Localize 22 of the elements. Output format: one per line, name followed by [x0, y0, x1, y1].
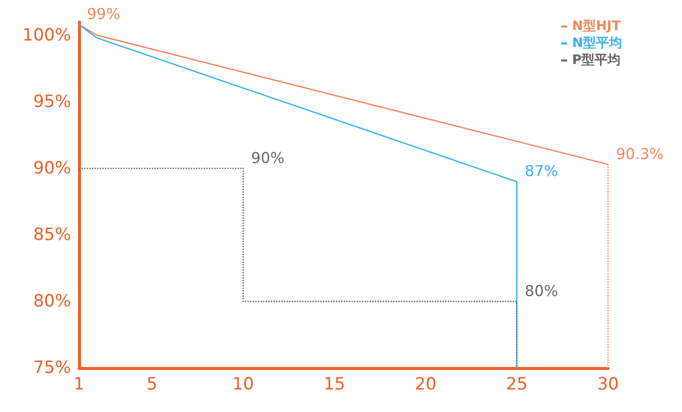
y-tick-label: 100%: [22, 25, 71, 46]
annotation: 87%: [524, 162, 558, 180]
annotation: 90%: [251, 148, 285, 167]
y-tick-label: 95%: [33, 92, 71, 112]
y-tick-label: 80%: [33, 291, 71, 312]
x-tick-label: 5: [146, 374, 158, 394]
legend-label: N型HJT: [572, 19, 621, 34]
x-tick-label: 10: [232, 374, 254, 394]
x-tick-label: 1: [74, 374, 84, 394]
legend-label: N型平均: [572, 36, 622, 51]
x-tick-label: 20: [414, 374, 436, 394]
line-series: [78, 24, 518, 369]
y-tick-label: 85%: [33, 224, 71, 245]
annotation: 80%: [524, 282, 558, 300]
x-tick-label: 25: [506, 374, 528, 394]
legend-label: P型平均: [572, 53, 621, 68]
annotation: 90.3%: [616, 144, 664, 163]
x-tick-label: 30: [597, 374, 619, 394]
annotation: 99%: [87, 5, 120, 24]
y-tick-label: 75%: [33, 358, 71, 378]
y-tick-label: 90%: [33, 158, 71, 178]
x-tick-label: 15: [324, 374, 346, 394]
